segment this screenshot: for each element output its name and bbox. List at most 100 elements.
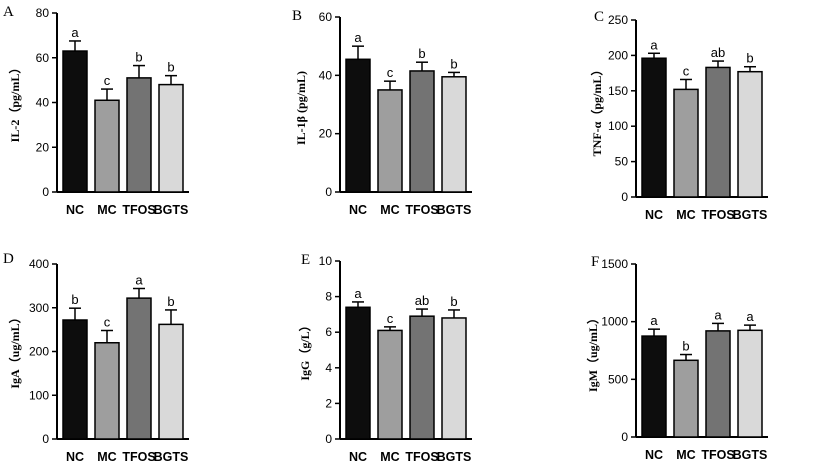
y-tick-label: 200 (608, 48, 628, 62)
y-tick-label: 100 (608, 119, 628, 133)
y-axis-label: IL-2（pg/mL） (7, 62, 22, 143)
significance-label: a (650, 37, 658, 52)
y-tick-label: 1000 (601, 315, 628, 329)
y-tick-label: 0 (42, 185, 49, 199)
bar-tfos (126, 297, 152, 440)
panel-letter: E (301, 252, 310, 268)
bar-bgts (158, 83, 184, 193)
y-tick-label: 8 (325, 290, 332, 304)
significance-label: a (71, 25, 79, 40)
significance-label: a (650, 313, 658, 328)
x-category-label: BGTS (154, 203, 189, 217)
significance-label: b (450, 56, 457, 71)
x-category-label: NC (645, 448, 663, 462)
bar-tfos (409, 70, 435, 193)
significance-label: a (354, 30, 362, 45)
y-tick-label: 500 (608, 372, 628, 386)
significance-label: b (682, 339, 689, 354)
x-category-label: BGTS (437, 203, 472, 217)
bar-bgts (158, 323, 184, 440)
panel-letter: C (594, 9, 604, 25)
x-category-label: TFOS (701, 448, 734, 462)
y-tick-label: 0 (325, 432, 332, 446)
bar-bgts (737, 70, 763, 198)
y-tick-label: 4 (325, 361, 332, 375)
significance-label: b (746, 51, 753, 66)
y-tick-label: 60 (36, 51, 50, 65)
x-category-label: BGTS (733, 208, 768, 222)
bar-bgts (441, 317, 467, 440)
x-category-label: BGTS (154, 450, 189, 463)
y-tick-label: 0 (621, 190, 628, 204)
y-tick-label: 1500 (601, 257, 628, 271)
significance-label: c (387, 65, 394, 80)
x-category-label: MC (676, 448, 695, 462)
significance-label: b (418, 46, 425, 61)
bar-nc (345, 58, 371, 193)
x-category-label: NC (645, 208, 663, 222)
significance-label: b (450, 294, 457, 309)
panel-letter: A (3, 4, 14, 20)
bar-tfos (126, 77, 152, 193)
bar-mc (673, 88, 699, 198)
y-tick-label: 50 (615, 155, 629, 169)
x-category-label: TFOS (122, 450, 155, 463)
bar-bgts (441, 76, 467, 193)
y-axis-label: IgG（g/L） (297, 319, 312, 380)
significance-label: b (71, 292, 78, 307)
y-tick-label: 250 (608, 13, 628, 27)
significance-label: a (354, 286, 362, 301)
significance-label: a (135, 273, 143, 288)
y-tick-label: 10 (319, 254, 333, 268)
x-category-label: MC (97, 203, 116, 217)
significance-label: b (135, 50, 142, 65)
y-tick-label: 200 (29, 345, 49, 359)
y-axis-label: TNF-α（pg/mL） (589, 64, 604, 157)
significance-label: b (167, 60, 174, 75)
x-category-label: MC (676, 208, 695, 222)
significance-label: ab (711, 45, 725, 60)
significance-label: c (683, 63, 690, 78)
y-tick-label: 300 (29, 301, 49, 315)
y-tick-label: 0 (325, 185, 332, 199)
panel-a: A IL-2（pg/mL） 0 20 40 60 80 a NC c MC b TFOS b BGTS (3, 4, 189, 217)
significance-label: ab (415, 293, 429, 308)
panel-f: F IgM（ug/mL） 0 500 1000 1500 a NC b MC a TFOS a BGTS (585, 254, 768, 462)
y-axis-label: IgA（ug/mL） (7, 311, 22, 388)
y-tick-label: 20 (319, 127, 333, 141)
bar-tfos (705, 66, 731, 198)
panel-letter: F (591, 254, 599, 270)
x-category-label: NC (349, 450, 367, 463)
bar-nc (641, 335, 667, 438)
panel-d: D IgA（ug/mL） 0 100 200 300 400 b NC c MC a TFOS b BGTS (3, 251, 189, 463)
y-axis-label: IL-1β (pg/mL) (294, 71, 308, 145)
y-tick-label: 400 (29, 257, 49, 271)
y-tick-label: 0 (621, 430, 628, 444)
bar-nc (345, 306, 371, 440)
x-category-label: TFOS (701, 208, 734, 222)
bar-mc (377, 89, 403, 193)
bar-mc (94, 99, 120, 193)
y-tick-label: 20 (36, 140, 50, 154)
x-category-label: TFOS (405, 203, 438, 217)
y-tick-label: 100 (29, 388, 49, 402)
x-category-label: MC (380, 203, 399, 217)
significance-label: a (746, 309, 754, 324)
bar-mc (94, 342, 120, 440)
x-category-label: BGTS (437, 450, 472, 463)
bar-nc (641, 57, 667, 198)
significance-label: c (387, 311, 394, 326)
x-category-label: NC (66, 450, 84, 463)
significance-label: c (104, 73, 111, 88)
y-tick-label: 150 (608, 84, 628, 98)
bar-tfos (705, 330, 731, 438)
panel-letter: B (292, 8, 302, 24)
y-tick-label: 80 (36, 6, 50, 20)
y-tick-label: 6 (325, 325, 332, 339)
panel-c: C TNF-α（pg/mL） 0 50 100 150 200 250 a NC c MC ab TFOS… (589, 9, 768, 222)
y-tick-label: 60 (319, 10, 333, 24)
y-tick-label: 0 (42, 432, 49, 446)
bar-nc (62, 50, 88, 193)
x-category-label: NC (66, 203, 84, 217)
